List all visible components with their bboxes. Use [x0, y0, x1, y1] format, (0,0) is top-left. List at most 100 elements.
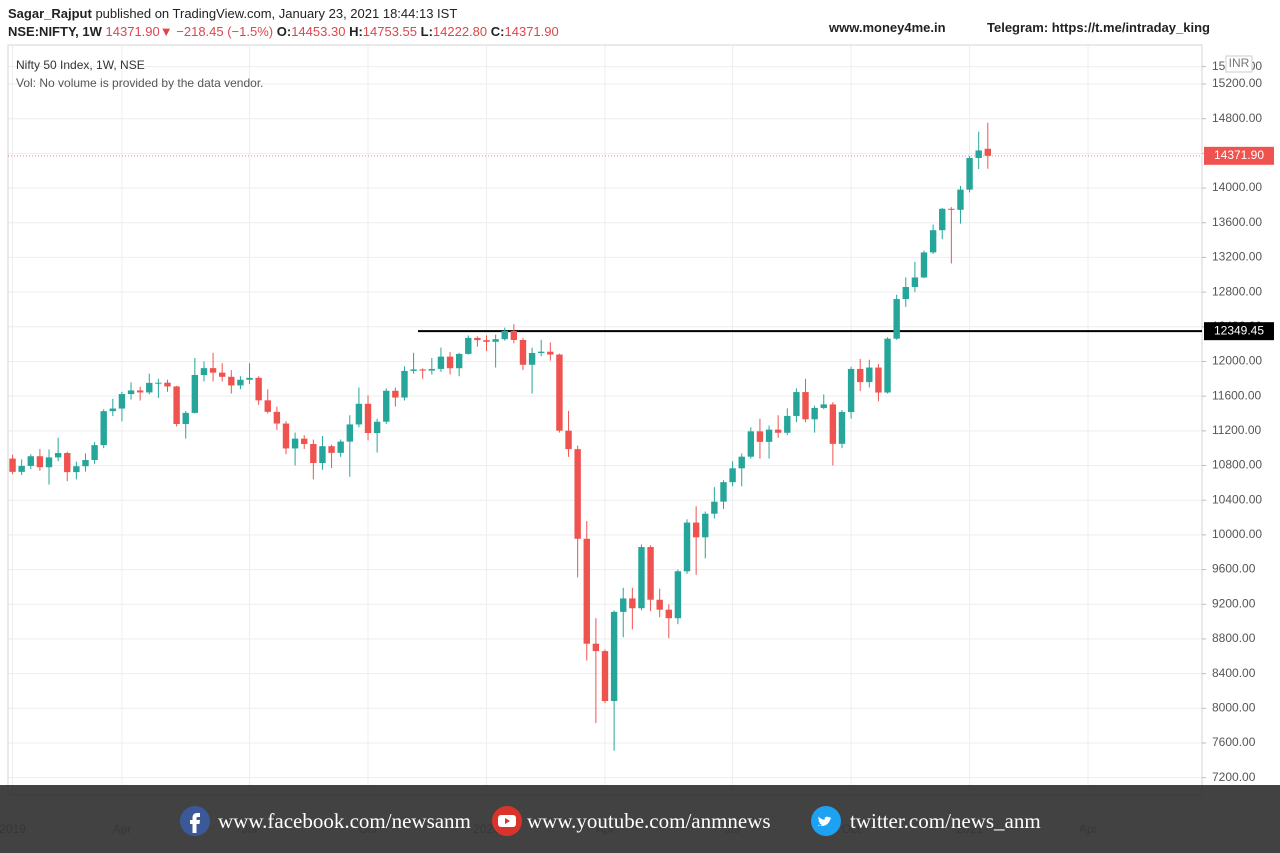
candle-body [884, 338, 891, 393]
change-arrow: ▼ [159, 24, 173, 39]
candle-body [155, 382, 162, 384]
y-tick-label: 9200.00 [1212, 596, 1256, 610]
candle-body [419, 369, 426, 371]
published: published on TradingView.com, January 23… [95, 6, 458, 21]
y-tick-label: 11600.00 [1212, 388, 1261, 402]
ohlc-value: 14453.30 [291, 24, 346, 39]
candle-body [401, 370, 408, 398]
candle-body [583, 538, 590, 644]
candle-body [301, 438, 308, 445]
candle-body [136, 390, 144, 393]
candle-body [446, 356, 454, 369]
candle-body [738, 456, 745, 469]
y-tick-label: 7200.00 [1212, 770, 1256, 784]
twitter-icon [811, 806, 841, 836]
change: −218.45 (−1.5%) [176, 24, 274, 39]
level-tag [1204, 322, 1274, 341]
candle-body [620, 598, 627, 612]
y-tick-label: 8000.00 [1212, 700, 1256, 714]
candle-body [501, 330, 508, 340]
y-tick-label: 10000.00 [1212, 527, 1262, 541]
y-tick-label: 14800.00 [1212, 111, 1262, 125]
candle-body [437, 356, 445, 369]
candle-body [355, 403, 363, 425]
candle-body [483, 340, 490, 342]
candle-body [857, 368, 864, 383]
ohlc-value: 14753.55 [362, 24, 418, 39]
candle-body [109, 408, 117, 412]
candle-body [519, 339, 527, 365]
candle-body [282, 423, 290, 449]
publish-line: Sagar_Rajput published on TradingView.co… [8, 6, 457, 21]
candle-body [784, 415, 791, 433]
candle-body [911, 277, 919, 287]
candle-body [920, 252, 928, 278]
ohlc-label: O: [276, 24, 292, 39]
candle-body [36, 456, 44, 468]
y-tick-label: 9600.00 [1212, 562, 1256, 576]
candle-body [346, 424, 353, 442]
candle-body [164, 382, 171, 387]
y-tick-label: 10800.00 [1212, 458, 1262, 472]
candle-body [939, 208, 946, 231]
candle-body [537, 351, 545, 353]
candle-body [829, 404, 837, 444]
ohlc-label: H: [349, 24, 363, 39]
candle-body [592, 643, 600, 652]
y-tick-label: 7600.00 [1212, 735, 1256, 749]
candle-body [465, 337, 472, 354]
candle-body [692, 522, 700, 538]
chart-title: Nifty 50 Index, 1W, NSE [16, 58, 145, 72]
ohlc-value: 14222.80 [432, 24, 488, 39]
candle-body [373, 421, 381, 434]
twitter-link: twitter.com/news_anm [850, 809, 1041, 833]
candle-body [328, 446, 335, 453]
candle-body [975, 150, 982, 158]
candle-body [73, 466, 80, 473]
candle-body [9, 458, 16, 472]
candle-body [428, 368, 436, 371]
candle-body [711, 501, 718, 514]
candle-body [255, 377, 262, 401]
telegram: Telegram: https://t.me/intraday_king [987, 20, 1210, 35]
candle-body [45, 457, 53, 468]
candle-body [291, 438, 299, 449]
candle-body [547, 351, 554, 355]
candle-body [802, 392, 809, 420]
candle-body [455, 353, 463, 369]
ohlc-label: L: [420, 24, 433, 39]
candle-body [209, 368, 217, 373]
candle-body [474, 337, 481, 341]
candle-body [273, 411, 281, 424]
candle-body [246, 377, 253, 380]
candle-body [91, 445, 98, 460]
candle-body [720, 482, 727, 502]
candle-body [638, 547, 645, 609]
candle-body [747, 431, 755, 457]
candle-body [173, 386, 180, 424]
candle-body [264, 400, 271, 412]
candle-body [364, 403, 372, 434]
candle-body [793, 392, 800, 416]
candle-body [665, 609, 673, 619]
symbol: NSE:NIFTY, 1W [8, 24, 102, 39]
candle-body [984, 148, 992, 156]
price-tag-label: 14371.90 [1214, 148, 1264, 162]
candle-body [27, 456, 34, 466]
candle-body [146, 382, 153, 393]
youtube-icon [492, 806, 522, 836]
candle-body [556, 354, 563, 431]
ohlc-label: C: [490, 24, 505, 39]
website: www.money4me.in [829, 20, 946, 35]
y-tick-label: 12000.00 [1212, 354, 1262, 368]
candle-body [82, 459, 89, 467]
candle-body [392, 390, 399, 398]
candle-body [237, 379, 244, 386]
level-tag-label: 12349.45 [1214, 323, 1264, 337]
candle-body [528, 352, 536, 365]
candle-body [601, 651, 609, 702]
candle-body [765, 429, 773, 442]
candle-body [847, 368, 855, 413]
